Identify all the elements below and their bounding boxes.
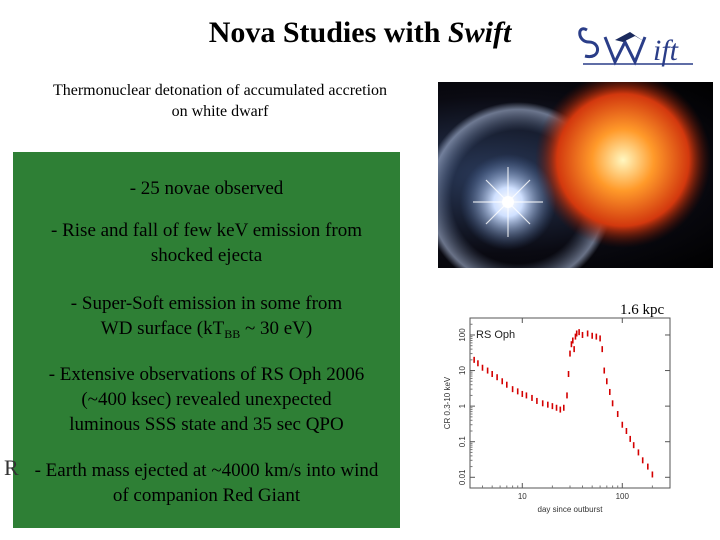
bullet-kev-emission: - Rise and fall of few keV emission from… — [51, 220, 362, 266]
chart-title: RS Oph — [476, 329, 515, 341]
swift-logo: ift — [575, 12, 705, 72]
key-results-box — [13, 152, 400, 528]
distance-label: 1.6 kpc — [620, 302, 665, 318]
bullet-novae-observed: - 25 novae observed — [129, 178, 284, 199]
y-tick-label: 100 — [458, 328, 467, 342]
x-axis-label: day since outburst — [538, 505, 604, 514]
svg-text:ift: ift — [653, 34, 679, 67]
x-tick-label: 10 — [518, 492, 527, 501]
occluded-text-fragment: R — [4, 455, 19, 480]
plot-frame — [469, 317, 671, 489]
y-tick-label: 10 — [458, 366, 467, 375]
y-axis-label: CR 0.3-10 keV — [443, 376, 452, 429]
slide-subtitle: Thermonuclear detonation of accumulated … — [52, 82, 388, 120]
nova-illustration — [438, 82, 713, 268]
bullet-rs-oph-observations: - Extensive observations of RS Oph 2006 … — [48, 364, 365, 435]
rs-oph-light-curve: 0.01 0.1 1 10 100 10 100 RS Oph day since outbur… — [440, 310, 690, 520]
x-tick-label: 100 — [616, 492, 630, 501]
bullet-ejected-mass: - Earth mass ejected at ~4000 km/s into … — [34, 460, 379, 506]
slide-title: Nova Studies with Swift — [208, 16, 512, 49]
y-tick-label: 0.1 — [458, 436, 467, 448]
y-tick-label: 0.01 — [458, 469, 467, 485]
bullet-super-soft-emission: - Super-Soft emission in some from WD su… — [70, 293, 343, 341]
y-tick-label: 1 — [458, 403, 467, 408]
